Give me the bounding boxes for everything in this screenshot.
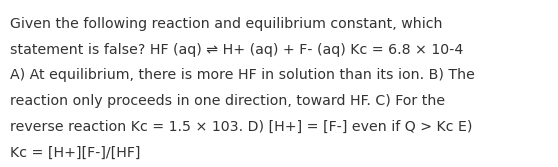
Text: statement is false? HF (aq) ⇌ H+ (aq) + F- (aq) Kc = 6.8 × 10-4: statement is false? HF (aq) ⇌ H+ (aq) + … [10, 43, 463, 57]
Text: reverse reaction Kc = 1.5 × 103. D) [H+] = [F-] even if Q > Kc E): reverse reaction Kc = 1.5 × 103. D) [H+]… [10, 120, 473, 134]
Text: reaction only proceeds in one direction, toward HF. C) For the: reaction only proceeds in one direction,… [10, 94, 445, 108]
Text: Kc = [H+][F-]/[HF]: Kc = [H+][F-]/[HF] [10, 146, 141, 160]
Text: Given the following reaction and equilibrium constant, which: Given the following reaction and equilib… [10, 17, 442, 31]
Text: A) At equilibrium, there is more HF in solution than its ion. B) The: A) At equilibrium, there is more HF in s… [10, 68, 475, 82]
